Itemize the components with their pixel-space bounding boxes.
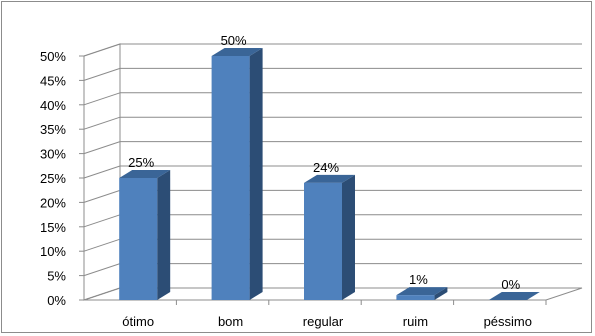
bar <box>119 178 157 300</box>
gridline-side <box>84 44 120 56</box>
y-tick-label: 25% <box>40 171 66 186</box>
gridline-side <box>84 117 120 129</box>
x-tick-label: ruim <box>403 314 428 329</box>
x-tick-label: ótimo <box>122 314 154 329</box>
bar <box>396 295 434 300</box>
x-tick-label: péssimo <box>484 314 532 329</box>
data-label: 1% <box>409 272 428 287</box>
gridline-side <box>84 215 120 227</box>
data-label: 50% <box>221 33 247 48</box>
y-tick-label: 45% <box>40 73 66 88</box>
gridline-side <box>84 93 120 105</box>
bar-side <box>157 170 170 300</box>
y-tick-label: 10% <box>40 244 66 259</box>
bar-top <box>489 292 540 300</box>
gridline-side <box>84 68 120 80</box>
bar-side <box>250 48 263 300</box>
y-tick-label: 0% <box>47 293 66 308</box>
bar-side <box>342 175 355 300</box>
y-tick-label: 50% <box>40 49 66 64</box>
bar <box>304 183 342 300</box>
x-tick-label: bom <box>218 314 243 329</box>
y-tick-label: 5% <box>47 269 66 284</box>
gridline-side <box>84 142 120 154</box>
y-tick-label: 40% <box>40 98 66 113</box>
data-label: 25% <box>128 155 154 170</box>
y-tick-label: 30% <box>40 147 66 162</box>
y-tick-label: 35% <box>40 122 66 137</box>
y-tick-label: 20% <box>40 195 66 210</box>
data-label: 0% <box>501 277 520 292</box>
gridline-side <box>84 239 120 251</box>
bar <box>212 56 250 300</box>
y-tick-label: 15% <box>40 220 66 235</box>
x-tick-label: regular <box>303 314 344 329</box>
data-label: 24% <box>313 160 339 175</box>
gridline-side <box>84 166 120 178</box>
gridline-side <box>84 190 120 202</box>
gridline-side <box>84 264 120 276</box>
